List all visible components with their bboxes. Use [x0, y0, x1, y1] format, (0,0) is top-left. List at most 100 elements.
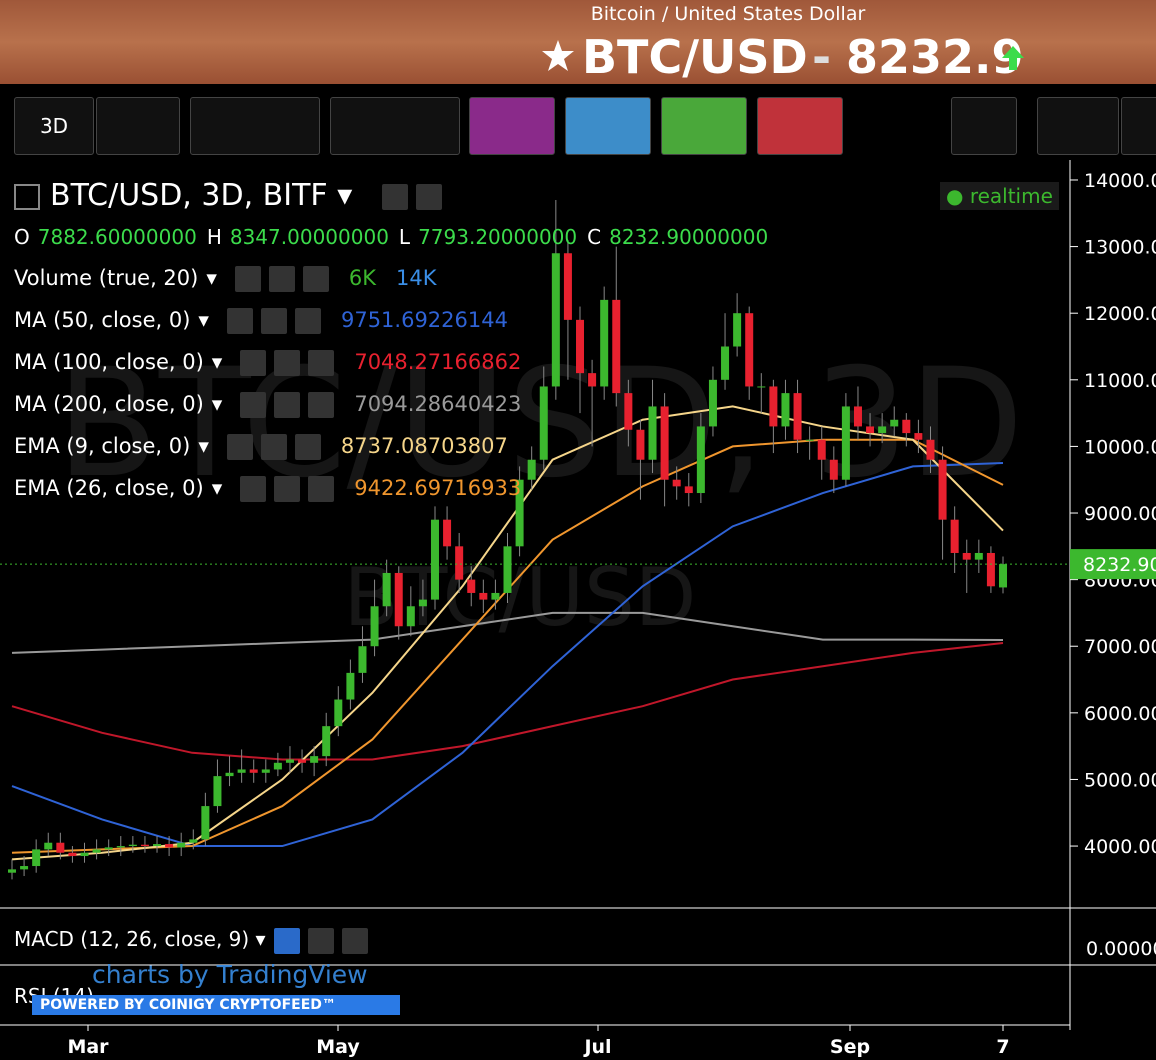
indicator-icon [308, 392, 335, 418]
ohlc-value: 8347.00000000 [229, 225, 389, 249]
candle-body [684, 486, 693, 494]
candle-body [237, 769, 246, 773]
powered-banner[interactable]: POWERED BY COINIGY CRYPTOFEED™ [32, 995, 400, 1015]
indicator-icon [226, 434, 253, 460]
dropdown: ▾ [211, 476, 223, 500]
pair: BTC/USD [582, 30, 808, 84]
subtitle: Bitcoin / United States Dollar [590, 3, 866, 25]
indicator-name: EMA (9, close, 0) [14, 434, 191, 458]
announce-button[interactable] [565, 97, 651, 155]
candle-body [636, 429, 645, 460]
candle-body [491, 592, 500, 600]
candle-body [962, 552, 971, 560]
indicator-value: 8737.08703807 [340, 434, 508, 458]
header: Bitcoin / United States Dollar BTC/USD -… [0, 0, 1156, 84]
indicators-button[interactable] [330, 97, 460, 155]
candle-body [165, 844, 174, 848]
indicator-row: EMA (26, close, 0) ▾ 9422.69716933 [14, 476, 521, 502]
candle-body [8, 869, 16, 873]
candle-body [310, 756, 319, 763]
x-tick-label: Mar [67, 1036, 109, 1058]
candle-body [467, 579, 476, 593]
indicator-icon [302, 266, 329, 292]
candle-body [430, 519, 439, 600]
candle-body [914, 433, 923, 440]
indicator-row: MA (200, close, 0) ▾ 7094.28640423 [14, 392, 521, 418]
candle-body [249, 769, 258, 773]
candle-body [902, 419, 911, 434]
x-tick-label: May [316, 1036, 360, 1058]
candle-body [672, 479, 681, 487]
indicator-icon [240, 392, 267, 418]
candle-body [805, 439, 814, 441]
dropdown: ▾ [198, 434, 209, 458]
indicator-name: EMA (26, close, 0) [14, 476, 204, 500]
indicator-value: 7048.27166862 [354, 350, 522, 374]
up-button[interactable] [661, 97, 747, 155]
y-tick-label: 11000.00 [1084, 370, 1156, 392]
candle-body [841, 406, 850, 480]
candle-body [140, 844, 149, 847]
cloud-button[interactable] [1037, 97, 1119, 155]
candle-body [890, 419, 899, 427]
ohlc-value: 7793.20000000 [418, 225, 578, 249]
candle-body [878, 426, 887, 434]
candle-body [648, 406, 657, 460]
candle-body [455, 546, 464, 580]
y-tick-label: 10000.00 [1084, 436, 1156, 458]
macd-row: MACD (12, 26, close, 9) ▾ [14, 927, 368, 954]
candle-body [721, 346, 730, 380]
candle-body [104, 847, 113, 850]
candle-body [612, 299, 621, 394]
cloud-button-2[interactable] [1121, 97, 1156, 155]
candle-body [986, 552, 995, 587]
tv-watermark[interactable]: charts by TradingView [92, 960, 368, 989]
candle-body [68, 852, 77, 857]
candle-body [382, 572, 391, 607]
cube-button[interactable] [469, 97, 555, 155]
y-tick-label: 5000.00 [1084, 769, 1156, 791]
candle-body [394, 572, 403, 627]
candle-body [153, 844, 162, 847]
y-tick-label: 4000.00 [1084, 836, 1156, 858]
indicator-icon [294, 308, 321, 334]
candle-body [189, 839, 198, 843]
candle-body [479, 592, 488, 600]
candle-body [298, 759, 307, 763]
indicator-icon [260, 308, 287, 334]
candle-body [866, 426, 875, 434]
candle-body [128, 844, 137, 847]
chart-type-button[interactable] [190, 97, 320, 155]
candle-body [177, 842, 186, 848]
interval-button[interactable]: 3D [14, 97, 94, 155]
candle-body [563, 253, 572, 320]
candle-body [757, 386, 766, 388]
dropdown: ▾ [211, 350, 223, 374]
ohlc-value: 7882.60000000 [37, 225, 197, 249]
y-tick-label: 6000.00 [1084, 703, 1156, 725]
menu-button[interactable] [96, 97, 180, 155]
candle-body [999, 564, 1007, 588]
candle-body [745, 313, 754, 387]
star[interactable] [540, 38, 576, 74]
candle-body [527, 459, 536, 480]
candle-body [285, 759, 294, 763]
candle-body [696, 426, 705, 494]
indicator-value: 7094.28640423 [354, 392, 522, 416]
fullscreen-button[interactable] [951, 97, 1017, 155]
ohlc-label: H [206, 225, 222, 249]
indicator-value: 6K [348, 266, 377, 290]
candle-body [370, 606, 379, 647]
candle-body [406, 606, 415, 627]
candle-body [56, 842, 65, 853]
candle-body [950, 519, 959, 553]
indicator-icon [294, 434, 321, 460]
ohlc-row: O 7882.60000000 H 8347.00000000 L 7793.200000… [14, 225, 778, 249]
indicator-icon [268, 266, 295, 292]
candle-body [20, 866, 29, 870]
indicator-icon [308, 476, 335, 502]
candle-body [225, 772, 234, 777]
candle-body [829, 459, 838, 480]
down-button[interactable] [757, 97, 843, 155]
